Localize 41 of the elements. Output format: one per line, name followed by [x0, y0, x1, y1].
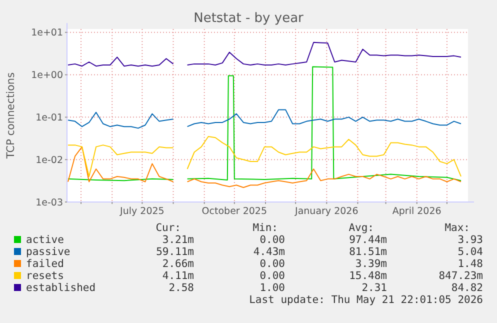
legend-label: resets	[26, 270, 64, 282]
legend-label: failed	[26, 258, 64, 270]
y-tick-label: 1e-01	[36, 112, 63, 124]
legend-label: passive	[26, 246, 70, 258]
text: Max:	[444, 222, 470, 234]
text: Min:	[252, 222, 278, 234]
text: 84.82	[451, 282, 483, 294]
y-tick-label: 1e+01	[31, 28, 63, 39]
text: 1.48	[458, 258, 483, 270]
text: Avg:	[348, 222, 374, 234]
text: 2.66m	[162, 258, 194, 270]
text: 0.00	[260, 270, 285, 282]
x-tick-label: October 2025	[202, 206, 268, 217]
text: 0.00	[260, 258, 285, 270]
text: 3.21m	[162, 234, 194, 246]
text: 0.00	[260, 234, 285, 246]
chart-title: Netstat - by year	[194, 11, 304, 26]
x-tick-label: July 2025	[119, 206, 164, 217]
text: 4.43m	[253, 246, 285, 258]
y-tick-label: 1e-03	[36, 197, 63, 208]
text: 3.93	[458, 234, 483, 246]
text: 15.48m	[349, 270, 387, 282]
text: 1.00	[260, 282, 285, 294]
y-tick-label: 1e-02	[36, 154, 63, 166]
x-tick-label: April 2026	[392, 206, 442, 217]
text: 2.31	[362, 282, 387, 294]
text: Last update: Thu May 21 22:01:05 2026	[249, 294, 483, 306]
text: 81.51m	[349, 246, 387, 258]
text: 5.04	[458, 246, 483, 258]
y-axis-title: TCP connections	[5, 72, 17, 160]
text: 3.39m	[355, 258, 387, 270]
legend-label: established	[26, 282, 96, 294]
text: 847.23m	[438, 270, 483, 282]
text: Cur:	[156, 222, 181, 234]
text: 97.44m	[349, 234, 387, 246]
x-tick-label: January 2026	[294, 206, 358, 217]
text: 4.11m	[162, 270, 194, 282]
text: 59.11m	[156, 246, 194, 258]
text: 2.58	[168, 282, 194, 294]
legend-label: active	[26, 234, 64, 246]
y-tick-label: 1e+00	[31, 70, 63, 82]
